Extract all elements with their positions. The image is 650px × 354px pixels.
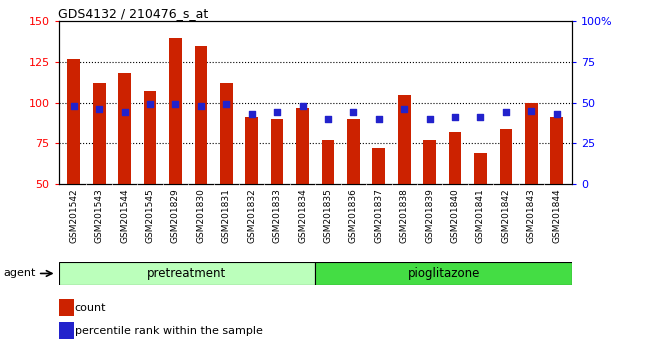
Bar [118, 73, 131, 184]
Point [120, 110, 130, 115]
Text: agent: agent [3, 268, 36, 279]
Bar [58, 262, 315, 285]
Bar [398, 95, 411, 184]
Text: GSM201840: GSM201840 [450, 188, 460, 242]
Point [374, 116, 384, 122]
Text: GSM201835: GSM201835 [324, 188, 332, 243]
Point [221, 102, 231, 107]
Bar [58, 322, 74, 339]
Text: count: count [75, 303, 106, 313]
Bar [315, 262, 572, 285]
Point [399, 106, 410, 112]
Bar [68, 59, 80, 184]
Text: GSM201842: GSM201842 [501, 188, 510, 242]
Text: GSM201841: GSM201841 [476, 188, 485, 242]
Text: pretreatment: pretreatment [148, 267, 226, 280]
Bar [551, 117, 563, 184]
Point [552, 111, 562, 117]
Text: GSM201832: GSM201832 [247, 188, 256, 242]
Text: GSM201545: GSM201545 [146, 188, 155, 242]
Text: GSM201834: GSM201834 [298, 188, 307, 242]
Text: GSM201838: GSM201838 [400, 188, 409, 243]
Text: GSM201839: GSM201839 [425, 188, 434, 243]
Bar [347, 119, 359, 184]
Point [297, 103, 307, 109]
Bar [296, 108, 309, 184]
Text: GSM201829: GSM201829 [171, 188, 180, 242]
Text: GSM201542: GSM201542 [70, 188, 78, 242]
Bar [144, 91, 157, 184]
Bar [448, 132, 461, 184]
Point [323, 116, 333, 122]
Bar [93, 83, 105, 184]
Point [450, 114, 460, 120]
Bar [372, 148, 385, 184]
Point [94, 106, 105, 112]
Text: GSM201836: GSM201836 [349, 188, 358, 243]
Point [475, 114, 486, 120]
Point [424, 116, 435, 122]
Point [500, 110, 511, 115]
Text: GSM201844: GSM201844 [552, 188, 561, 242]
Point [196, 103, 206, 109]
Text: GDS4132 / 210476_s_at: GDS4132 / 210476_s_at [58, 7, 209, 20]
Bar [220, 83, 233, 184]
Text: GSM201543: GSM201543 [95, 188, 103, 242]
Bar [271, 119, 283, 184]
Text: GSM201830: GSM201830 [196, 188, 205, 243]
Point [526, 108, 536, 114]
Text: GSM201544: GSM201544 [120, 188, 129, 242]
Point [246, 111, 257, 117]
Bar [474, 153, 487, 184]
Bar [322, 140, 334, 184]
Bar [500, 129, 512, 184]
Bar [58, 299, 74, 316]
Text: GSM201837: GSM201837 [374, 188, 384, 243]
Point [68, 103, 79, 109]
Text: GSM201831: GSM201831 [222, 188, 231, 243]
Bar [245, 117, 258, 184]
Point [170, 102, 181, 107]
Text: GSM201843: GSM201843 [527, 188, 536, 242]
Text: percentile rank within the sample: percentile rank within the sample [75, 326, 263, 336]
Text: pioglitazone: pioglitazone [408, 267, 480, 280]
Bar [525, 103, 538, 184]
Point [272, 110, 282, 115]
Point [145, 102, 155, 107]
Bar [423, 140, 436, 184]
Bar [169, 38, 182, 184]
Point [348, 110, 359, 115]
Text: GSM201833: GSM201833 [272, 188, 281, 243]
Bar [194, 46, 207, 184]
